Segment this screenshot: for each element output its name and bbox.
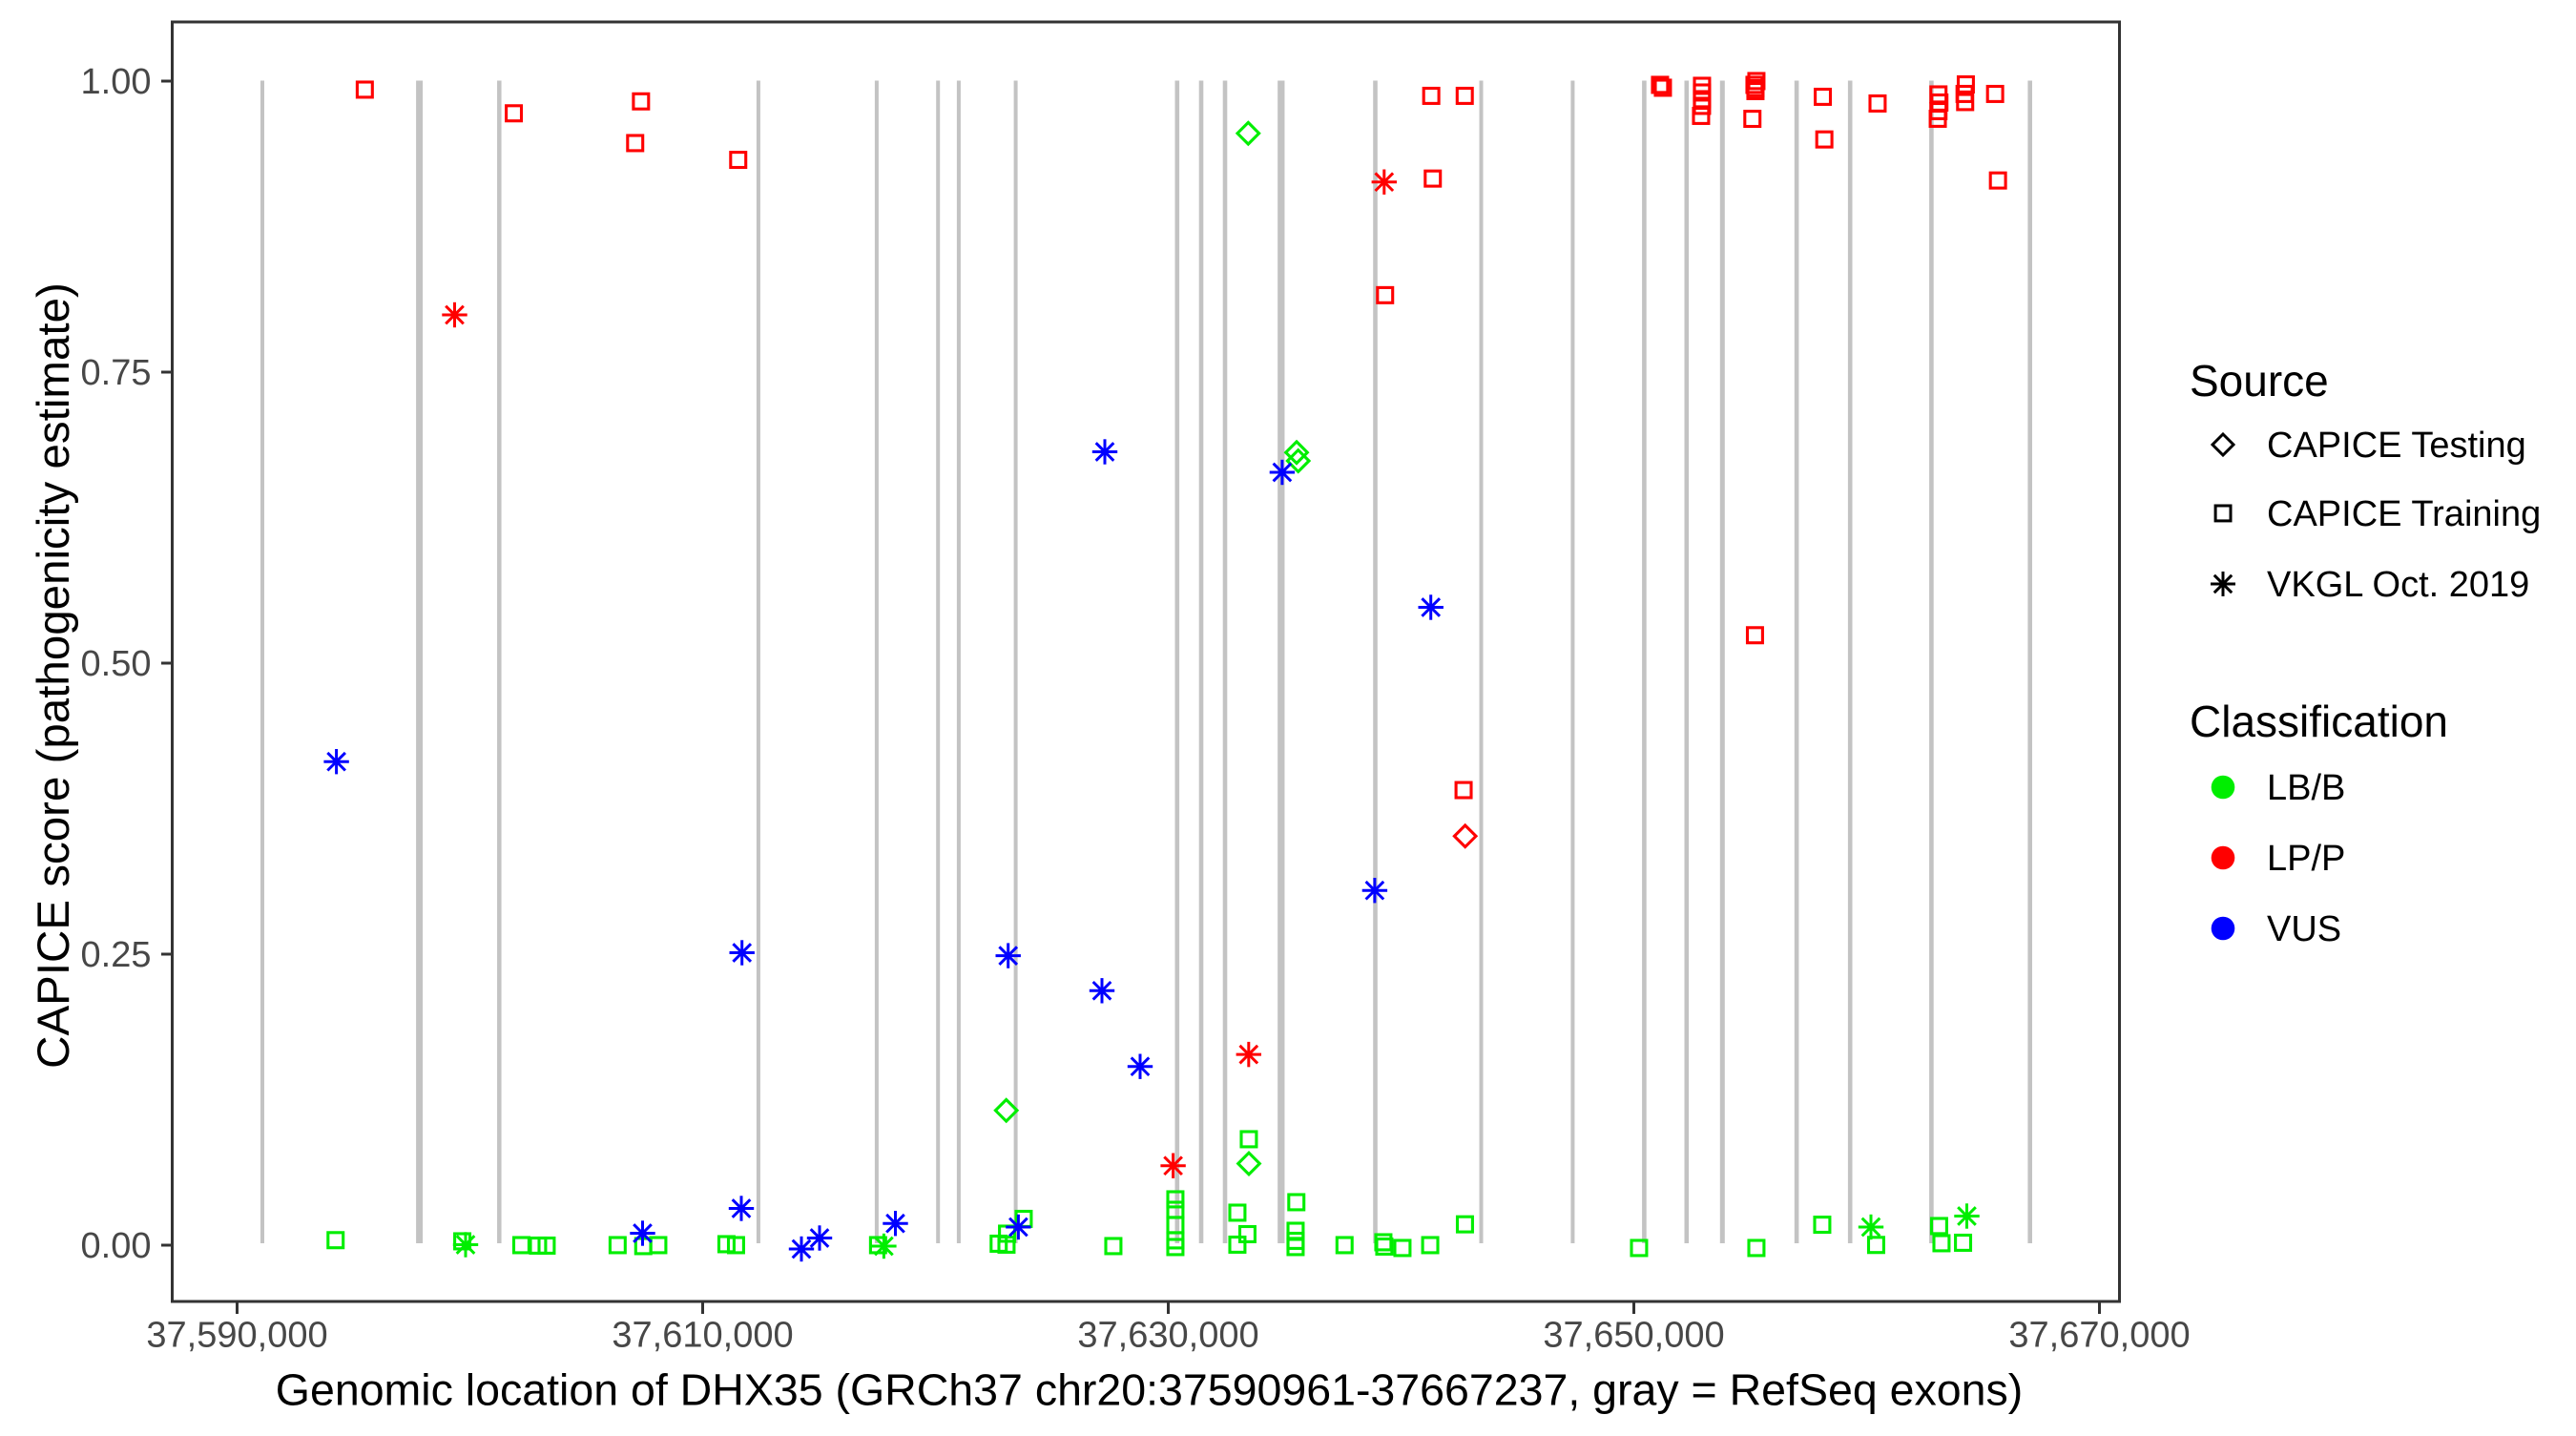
svg-text:Source: Source <box>2190 356 2329 406</box>
svg-text:37,650,000: 37,650,000 <box>1543 1316 1724 1356</box>
svg-text:LB/B: LB/B <box>2267 768 2345 808</box>
svg-text:CAPICE Training: CAPICE Training <box>2267 494 2541 534</box>
svg-text:CAPICE score (pathogenicity es: CAPICE score (pathogenicity estimate) <box>29 282 79 1069</box>
svg-text:1.00: 1.00 <box>81 62 152 102</box>
svg-text:37,610,000: 37,610,000 <box>612 1316 793 1356</box>
svg-text:LP/P: LP/P <box>2267 839 2345 879</box>
svg-text:Classification: Classification <box>2190 697 2448 746</box>
svg-text:0.50: 0.50 <box>81 644 152 684</box>
svg-text:Genomic location of DHX35 (GRC: Genomic location of DHX35 (GRCh37 chr20:… <box>276 1365 2023 1415</box>
svg-text:37,630,000: 37,630,000 <box>1077 1316 1258 1356</box>
svg-text:0.25: 0.25 <box>81 935 152 975</box>
svg-text:VUS: VUS <box>2267 909 2341 949</box>
svg-text:0.75: 0.75 <box>81 353 152 393</box>
svg-text:VKGL Oct. 2019: VKGL Oct. 2019 <box>2267 565 2529 605</box>
svg-text:37,590,000: 37,590,000 <box>146 1316 327 1356</box>
svg-text:0.00: 0.00 <box>81 1226 152 1266</box>
svg-text:37,670,000: 37,670,000 <box>2008 1316 2190 1356</box>
svg-text:CAPICE Testing: CAPICE Testing <box>2267 426 2526 466</box>
